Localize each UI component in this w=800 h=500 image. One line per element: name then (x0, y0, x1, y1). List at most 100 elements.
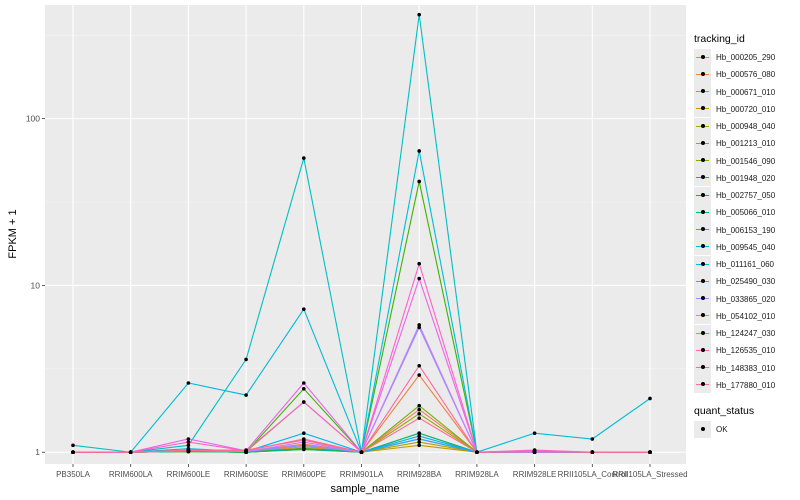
legend-key (694, 117, 711, 136)
x-tick-label: RRII105LA_Control (558, 470, 628, 479)
data-point (417, 416, 422, 420)
data-point (244, 393, 248, 397)
legend-key (694, 341, 711, 360)
data-point (302, 447, 306, 452)
data-point (417, 437, 422, 441)
x-axis: PB350LA RRIM600LA RRIM600LE RRIM600SE RRIM60… (56, 464, 688, 479)
legend-label: Hb_000720_010 (716, 104, 776, 114)
legend-item: Hb_177880_010 (694, 376, 798, 395)
data-point (417, 434, 422, 438)
legend-key (694, 255, 711, 274)
legend-label: Hb_001213_010 (716, 139, 776, 149)
x-tick-label: RRIM600LA (109, 470, 153, 479)
data-point (302, 387, 306, 391)
data-point (71, 443, 75, 448)
legend-label: Hb_000576_080 (716, 70, 776, 80)
legend-item: Hb_006153_190 (694, 221, 798, 240)
legend-label: Hb_000205_290 (716, 53, 776, 63)
legend-key (694, 48, 711, 67)
legend-label: Hb_000671_010 (716, 87, 776, 97)
data-point (417, 179, 422, 184)
legend-label: Hb_000948_040 (716, 122, 776, 132)
legend-key (694, 169, 711, 188)
x-axis-title: sample_name (330, 483, 399, 495)
data-point (244, 448, 248, 452)
minor-gridlines (45, 34, 686, 370)
data-point (186, 437, 191, 441)
legend-item: Hb_001213_010 (694, 134, 798, 153)
x-tick-label: RRIM901LA (340, 470, 384, 479)
legend-key (694, 221, 711, 240)
legend-key (694, 238, 711, 257)
data-point (71, 450, 75, 455)
data-point (302, 381, 306, 385)
legend-item: Hb_000671_010 (694, 83, 798, 102)
shape-legend: quant_status OK (694, 405, 754, 439)
legend-item: Hb_005066_010 (694, 203, 798, 222)
legend-label: Hb_009545_040 (716, 242, 776, 252)
legend-key (694, 65, 711, 84)
legend-item: Hb_126535_010 (694, 341, 798, 360)
y-axis-title: FPKM + 1 (7, 209, 19, 258)
data-point (532, 449, 537, 454)
x-tick-label: RRIM600PE (282, 470, 326, 479)
data-point (417, 323, 422, 327)
legend-item: Hb_124247_030 (694, 324, 798, 343)
color-legend: tracking_id Hb_000205_290 Hb_000576_080 Hb… (694, 33, 798, 395)
legend-key (694, 134, 711, 153)
legend-item: Hb_000948_040 (694, 117, 798, 136)
data-point (648, 396, 652, 401)
y-tick-label: 1 (35, 447, 40, 457)
legend-key (694, 359, 711, 378)
series-points (71, 12, 652, 455)
legend-label: Hb_005066_010 (716, 208, 776, 218)
legend-key (694, 307, 711, 326)
legend-item: Hb_001546_090 (694, 152, 798, 171)
data-point (302, 400, 306, 404)
legend-label: Hb_148383_010 (716, 363, 776, 373)
point-key-icon (694, 420, 711, 439)
data-point (417, 12, 422, 17)
legend-label: Hb_001948_020 (716, 173, 776, 183)
color-legend-title: tracking_id (694, 33, 745, 45)
data-point (532, 431, 537, 436)
data-point (417, 431, 422, 436)
data-point (186, 381, 191, 385)
legend-label: Hb_033865_020 (716, 294, 776, 304)
data-point (590, 437, 595, 441)
legend-label: Hb_054102_010 (716, 311, 776, 321)
data-point (186, 448, 191, 452)
data-point (417, 149, 422, 153)
data-point (417, 443, 422, 448)
legend-item: Hb_025490_030 (694, 272, 798, 291)
plot-panel (45, 5, 686, 464)
data-point (302, 443, 306, 448)
x-tick-label: RRII105LA_Stressed (612, 470, 687, 479)
data-point (302, 156, 306, 160)
data-point (648, 450, 652, 455)
y-axis: 1 10 100 (26, 114, 45, 457)
legend-key (694, 324, 711, 343)
legend-key (694, 203, 711, 222)
data-point (417, 411, 422, 416)
legend-label: Hb_177880_010 (716, 380, 776, 390)
data-point (417, 373, 422, 377)
legend-item: Hb_000720_010 (694, 100, 798, 119)
data-point (302, 438, 306, 443)
legend-key (694, 83, 711, 102)
x-tick-label: RRIM928BA (397, 470, 442, 479)
legend-item: Hb_148383_010 (694, 359, 798, 378)
legend-key (694, 290, 711, 309)
data-point (417, 403, 422, 408)
legend-item: Hb_000576_080 (694, 65, 798, 84)
data-point (244, 357, 248, 362)
x-tick-label: RRIM600LE (167, 470, 211, 479)
y-tick-label: 10 (31, 280, 41, 290)
data-point (417, 276, 422, 281)
legend-item: Hb_009545_040 (694, 238, 798, 257)
legend-key (694, 376, 711, 395)
data-point (417, 363, 422, 368)
data-point (359, 450, 364, 455)
major-gridlines (45, 5, 686, 464)
